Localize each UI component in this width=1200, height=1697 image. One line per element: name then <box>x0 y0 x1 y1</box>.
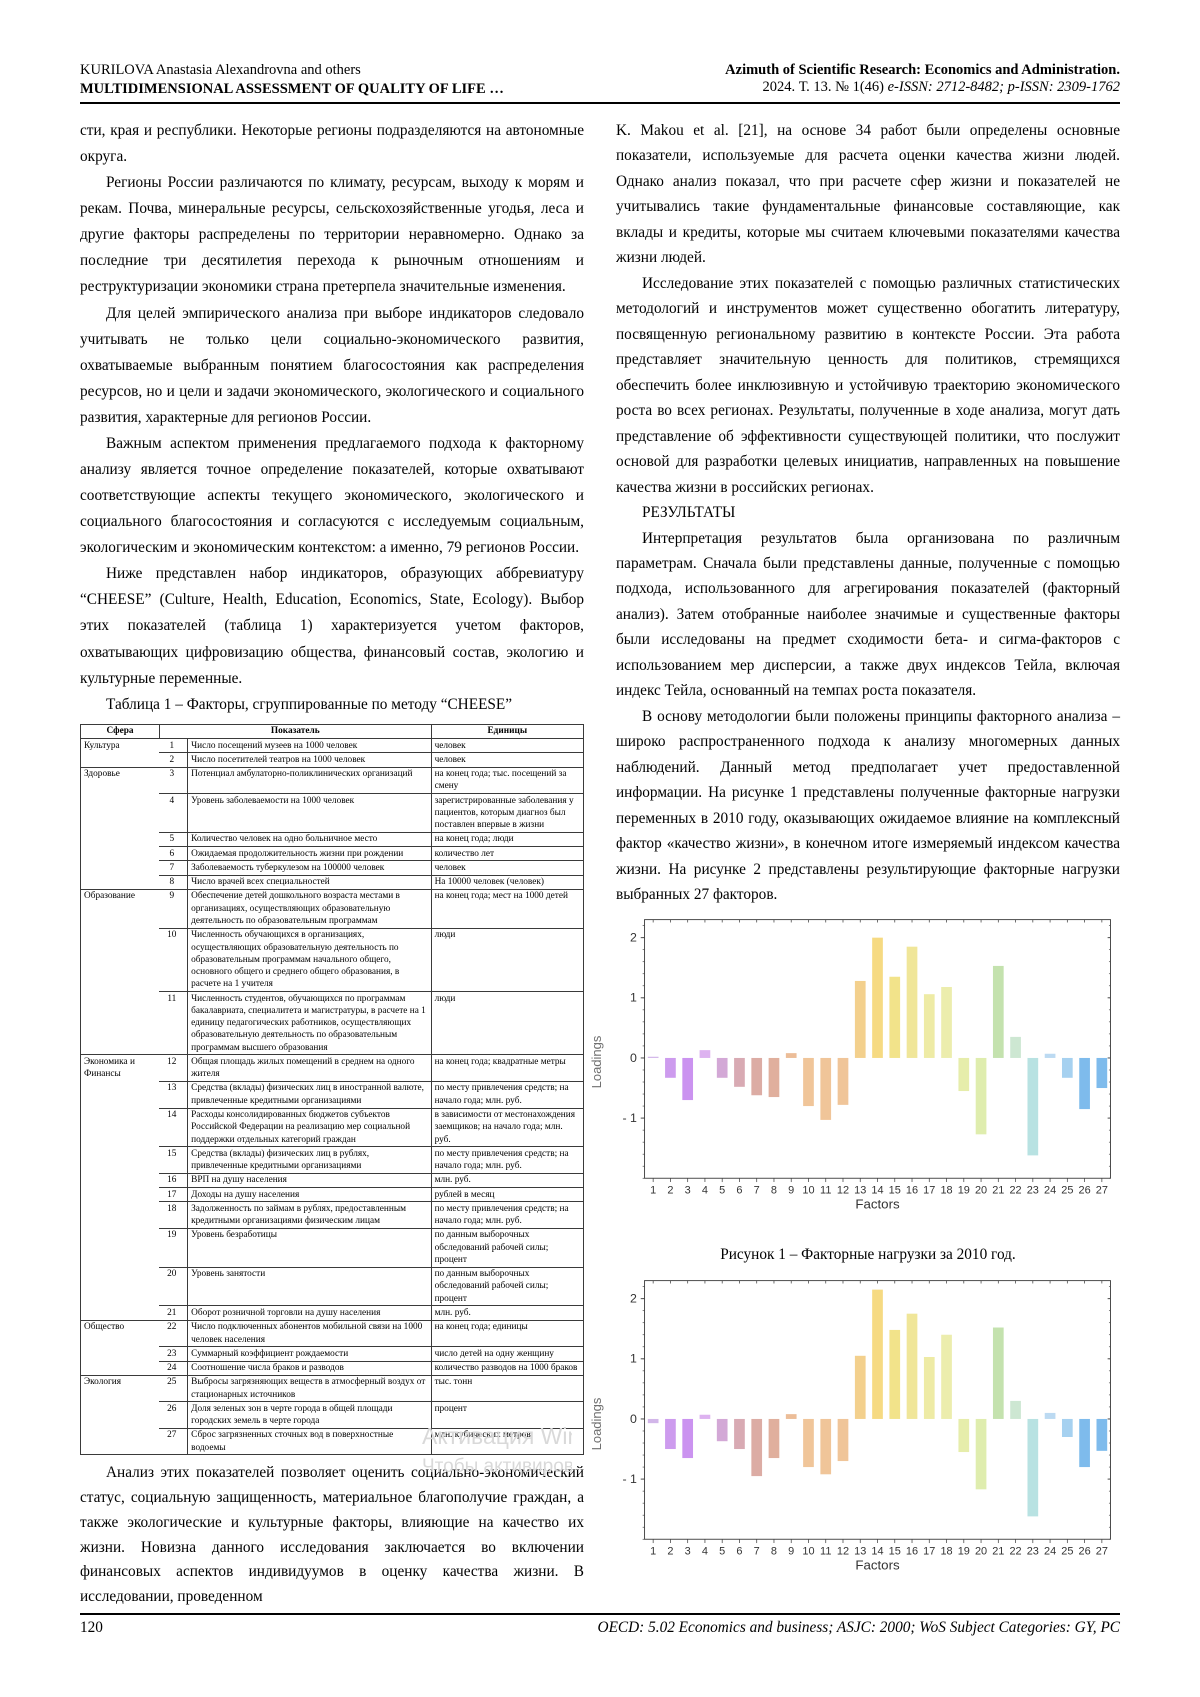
svg-text:1: 1 <box>630 990 637 1004</box>
svg-text:20: 20 <box>975 1184 987 1196</box>
svg-text:16: 16 <box>906 1184 918 1196</box>
svg-text:11: 11 <box>820 1546 831 1558</box>
svg-text:22: 22 <box>1009 1184 1021 1196</box>
svg-text:25: 25 <box>1061 1546 1073 1558</box>
svg-text:11: 11 <box>820 1184 831 1196</box>
svg-text:7: 7 <box>754 1546 760 1558</box>
svg-text:2: 2 <box>667 1184 673 1196</box>
svg-text:2: 2 <box>667 1546 673 1558</box>
svg-text:1: 1 <box>630 1352 637 1366</box>
svg-text:5: 5 <box>719 1184 725 1196</box>
svg-text:7: 7 <box>754 1184 760 1196</box>
svg-text:10: 10 <box>802 1184 814 1196</box>
svg-text:16: 16 <box>906 1546 918 1558</box>
svg-text:12: 12 <box>837 1546 849 1558</box>
svg-text:6: 6 <box>736 1184 742 1196</box>
svg-text:- 1: - 1 <box>622 1472 637 1486</box>
svg-text:26: 26 <box>1079 1546 1091 1558</box>
svg-text:12: 12 <box>837 1184 849 1196</box>
svg-text:21: 21 <box>992 1546 1004 1558</box>
svg-text:0: 0 <box>630 1412 637 1426</box>
svg-text:3: 3 <box>685 1546 691 1558</box>
svg-text:1: 1 <box>650 1184 656 1196</box>
svg-text:4: 4 <box>702 1546 708 1558</box>
svg-text:13: 13 <box>854 1184 866 1196</box>
svg-text:Factors: Factors <box>855 1196 900 1211</box>
svg-text:1: 1 <box>650 1546 656 1558</box>
svg-text:24: 24 <box>1044 1184 1056 1196</box>
svg-text:5: 5 <box>719 1546 725 1558</box>
svg-text:24: 24 <box>1044 1546 1056 1558</box>
svg-text:10: 10 <box>802 1546 814 1558</box>
svg-text:17: 17 <box>923 1184 935 1196</box>
svg-text:23: 23 <box>1027 1546 1039 1558</box>
svg-text:8: 8 <box>771 1184 777 1196</box>
svg-text:20: 20 <box>975 1546 987 1558</box>
svg-text:27: 27 <box>1096 1184 1108 1196</box>
svg-text:9: 9 <box>788 1546 794 1558</box>
svg-text:0: 0 <box>630 1050 637 1064</box>
svg-text:8: 8 <box>771 1546 777 1558</box>
svg-text:15: 15 <box>889 1546 901 1558</box>
svg-text:3: 3 <box>685 1184 691 1196</box>
svg-text:27: 27 <box>1096 1546 1108 1558</box>
svg-text:23: 23 <box>1027 1184 1039 1196</box>
svg-text:22: 22 <box>1009 1546 1021 1558</box>
svg-text:15: 15 <box>889 1184 901 1196</box>
svg-text:18: 18 <box>940 1184 952 1196</box>
svg-text:2: 2 <box>630 930 637 944</box>
svg-text:13: 13 <box>854 1546 866 1558</box>
svg-text:Factors: Factors <box>855 1558 900 1573</box>
svg-text:14: 14 <box>871 1546 883 1558</box>
svg-text:19: 19 <box>958 1546 970 1558</box>
svg-text:17: 17 <box>923 1546 935 1558</box>
svg-text:21: 21 <box>992 1184 1004 1196</box>
svg-text:25: 25 <box>1061 1184 1073 1196</box>
svg-text:4: 4 <box>702 1184 708 1196</box>
svg-text:6: 6 <box>736 1546 742 1558</box>
svg-text:19: 19 <box>958 1184 970 1196</box>
svg-text:2: 2 <box>630 1292 637 1306</box>
svg-text:14: 14 <box>871 1184 883 1196</box>
svg-text:26: 26 <box>1079 1184 1091 1196</box>
svg-text:9: 9 <box>788 1184 794 1196</box>
svg-text:18: 18 <box>940 1546 952 1558</box>
svg-text:- 1: - 1 <box>622 1110 637 1124</box>
